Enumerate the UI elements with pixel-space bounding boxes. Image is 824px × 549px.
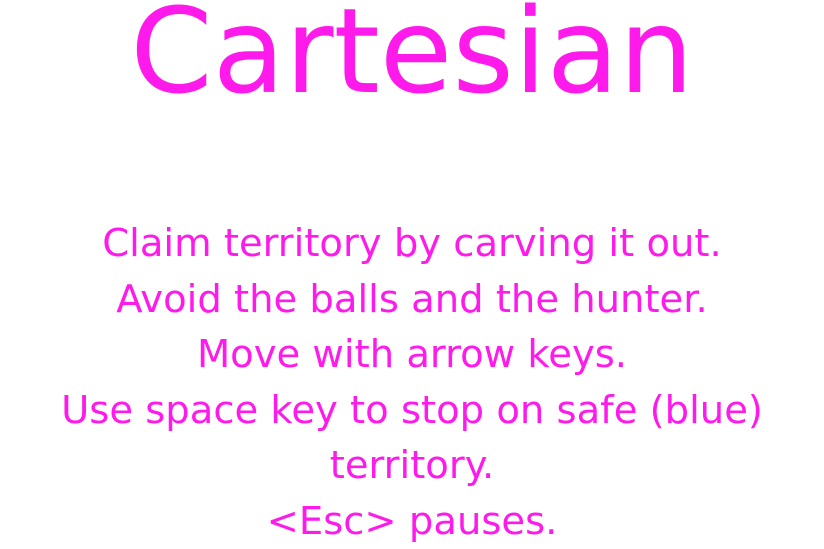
game-title: Cartesian [130, 0, 694, 120]
instructions-block: Claim territory by carving it out. Avoid… [0, 216, 824, 549]
instruction-line-esc: <Esc> pauses. [266, 498, 558, 544]
instruction-line-move: Move with arrow keys. [196, 332, 628, 377]
instruction-line-territory: territory. [329, 443, 495, 488]
instruction-line-space: Use space key to stop on safe (blue) [61, 387, 763, 433]
instruction-line-claim: Claim territory by carving it out. [102, 221, 722, 266]
instruction-line-avoid: Avoid the balls and the hunter. [116, 276, 708, 322]
